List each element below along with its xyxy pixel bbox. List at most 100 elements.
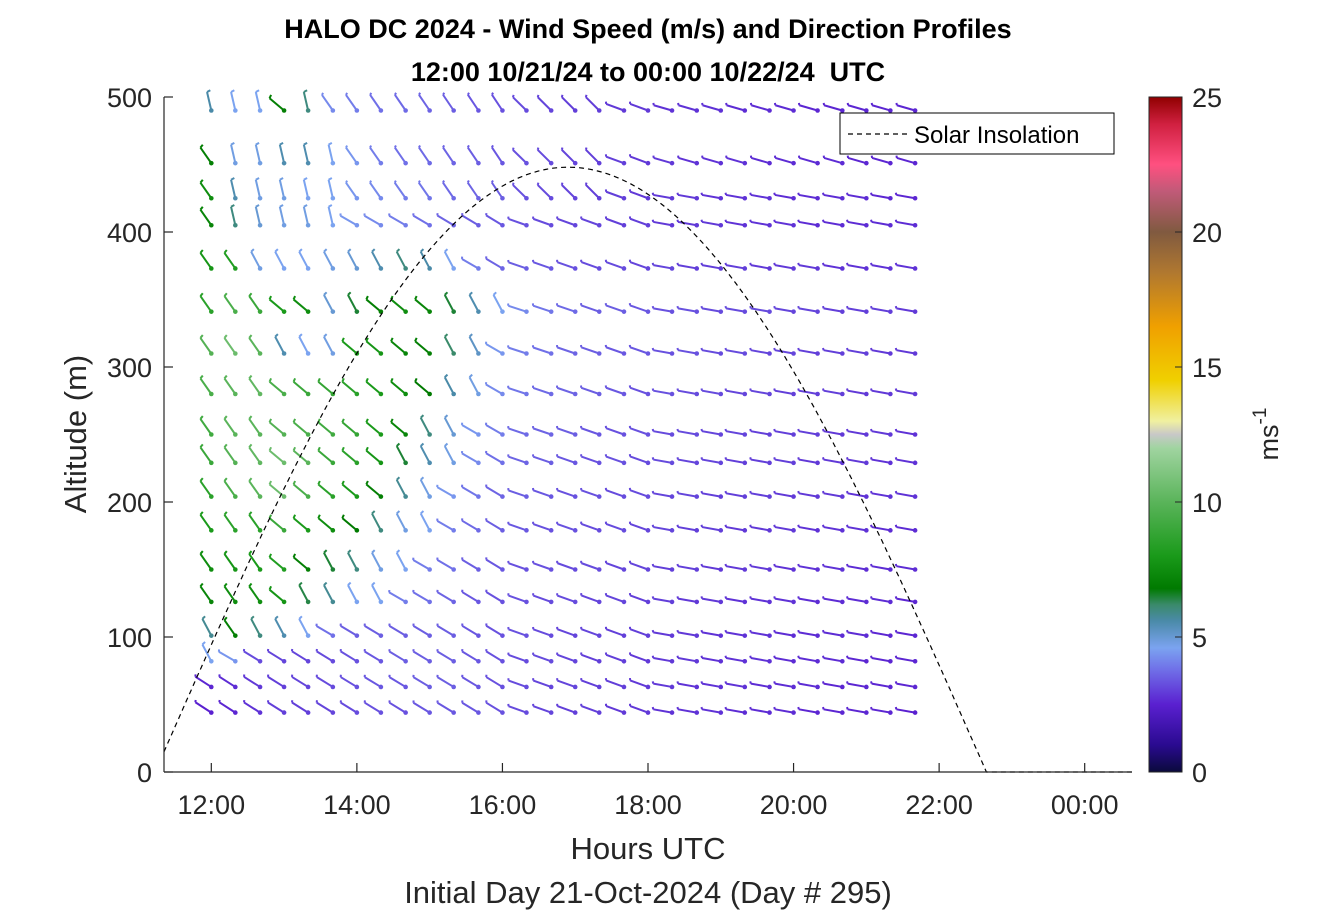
wind-barb-flag [270, 481, 272, 484]
wind-barb-base [646, 567, 651, 572]
wind-barb-base [500, 108, 505, 113]
wind-barb-flag [653, 306, 654, 308]
wind-barb-base [767, 494, 772, 499]
wind-barb-flag [871, 388, 872, 390]
wind-barb-base [767, 392, 772, 397]
wind-barb-flag [366, 481, 368, 484]
wind-barb-base [718, 108, 723, 113]
wind-barb-flag [701, 491, 702, 493]
wind-barb-base [767, 685, 772, 690]
wind-barb-flag [896, 193, 897, 195]
wind-barb-base [403, 392, 408, 397]
wind-barb-base [500, 461, 505, 466]
wind-barb-flag [294, 447, 296, 450]
wind-barb-base [573, 600, 578, 605]
wind-barb-flag [538, 95, 539, 97]
y-tick-label: 0 [137, 758, 152, 788]
wind-barb-flag [653, 193, 654, 195]
wind-barb-flag [774, 491, 775, 493]
wind-barb-base [331, 266, 336, 271]
x-tick-label: 20:00 [760, 790, 828, 820]
wind-barb-flag [798, 306, 799, 308]
wind-barb-base [791, 659, 796, 664]
wind-barb-flag [725, 491, 726, 493]
wind-barb-base [815, 461, 820, 466]
wind-barb-base [306, 432, 311, 437]
wind-barb-base [476, 685, 481, 690]
legend[interactable]: Solar Insolation [840, 113, 1114, 154]
wind-barb-base [694, 432, 699, 437]
wind-barb-base [743, 223, 748, 228]
wind-barb-flag [871, 429, 872, 431]
wind-barb-flag [725, 193, 726, 195]
wind-barb-flag [847, 525, 848, 527]
wind-barb-base [913, 266, 918, 271]
wind-barb-base [743, 309, 748, 314]
wind-barb-base [403, 685, 408, 690]
wind-barb-flag [391, 419, 393, 422]
wind-barb-base [791, 266, 796, 271]
wind-barb-flag [586, 95, 587, 97]
wind-barb-base [549, 161, 554, 166]
wind-barb-base [355, 710, 360, 715]
wind-barb-base [403, 161, 408, 166]
wind-barb-base [355, 432, 360, 437]
wind-barb-base [694, 309, 699, 314]
wind-barb-flag [443, 145, 444, 147]
legend-label-solar-insolation: Solar Insolation [914, 122, 1079, 149]
wind-barb-flag [701, 564, 702, 566]
wind-barb-base [670, 108, 675, 113]
wind-barb-flag [847, 306, 848, 308]
wind-barb-base [306, 528, 311, 533]
wind-barb-flag [798, 193, 799, 195]
wind-barb-flag [774, 596, 775, 598]
wind-barb-flag [725, 630, 726, 632]
wind-barb-base [864, 685, 869, 690]
wind-barb-flag [847, 564, 848, 566]
colorbar-label: ms-1 [1250, 408, 1284, 461]
wind-barb-base [767, 223, 772, 228]
wind-barb-flag [270, 554, 272, 557]
wind-barb-base [476, 600, 481, 605]
wind-barb-base [282, 567, 287, 572]
wind-barb-base [427, 392, 432, 397]
wind-barb-base [427, 432, 432, 437]
wind-barb-base [694, 710, 699, 715]
wind-barb-base [597, 108, 602, 113]
wind-barb-flag [270, 447, 272, 450]
wind-barb-base [840, 432, 845, 437]
wind-barb-flag [342, 419, 344, 422]
wind-barb-base [427, 659, 432, 664]
wind-barb-base [767, 196, 772, 201]
wind-barb-flag [750, 429, 751, 431]
wind-barb-base [622, 710, 627, 715]
wind-barb-base [476, 266, 481, 271]
x-tick-label: 16:00 [469, 790, 537, 820]
wind-barb-base [331, 710, 336, 715]
wind-barb-base [670, 432, 675, 437]
wind-barb-base [815, 266, 820, 271]
wind-barb-base [791, 633, 796, 638]
wind-barb-base [209, 567, 214, 572]
colorbar-unit: ms [1254, 424, 1284, 460]
wind-barb-base [331, 461, 336, 466]
wind-barb-flag [701, 596, 702, 598]
wind-barb-flag [725, 707, 726, 709]
wind-barb-base [840, 600, 845, 605]
wind-barb-base [427, 494, 432, 499]
wind-barb-base [646, 108, 651, 113]
wind-barb-base [888, 600, 893, 605]
wind-barb-base [549, 659, 554, 664]
wind-barb-flag [701, 388, 702, 390]
wind-barb-flag [207, 90, 210, 92]
wind-barb-base [864, 494, 869, 499]
wind-barb-base [427, 266, 432, 271]
wind-barb-base [743, 266, 748, 271]
wind-barb-base [233, 161, 238, 166]
wind-barb-base [622, 659, 627, 664]
wind-barb-base [209, 351, 214, 356]
wind-barb-base [840, 392, 845, 397]
wind-barb-base [233, 710, 238, 715]
